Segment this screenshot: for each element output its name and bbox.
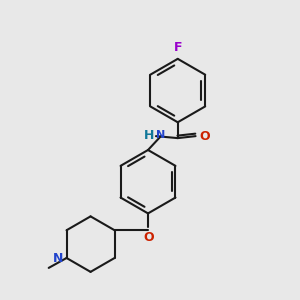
- Text: O: O: [200, 130, 210, 142]
- Text: F: F: [173, 41, 182, 54]
- Text: O: O: [144, 231, 154, 244]
- Text: N: N: [156, 130, 165, 140]
- Text: N: N: [53, 253, 64, 266]
- Text: H: H: [144, 129, 154, 142]
